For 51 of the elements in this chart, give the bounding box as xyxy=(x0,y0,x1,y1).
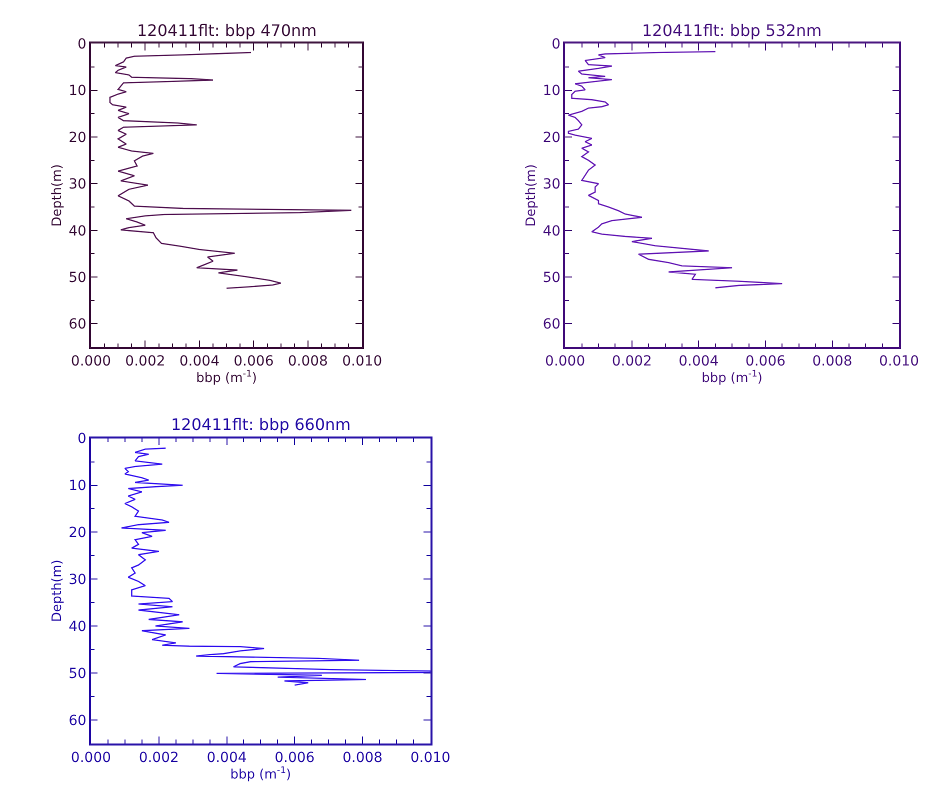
y-tick-label: 60 xyxy=(68,316,86,333)
y-tick-label: 50 xyxy=(68,666,86,682)
x-tick-label: 0.002 xyxy=(612,354,652,370)
y-axis-title: Depth(m) xyxy=(50,164,66,227)
y-tick-label: 50 xyxy=(542,270,561,286)
x-tick-label: 0.010 xyxy=(342,354,382,370)
y-tick-label: 40 xyxy=(68,223,86,240)
y-tick-label: 30 xyxy=(542,176,561,193)
x-tick-label: 0.008 xyxy=(288,354,328,370)
y-tick-label: 10 xyxy=(542,83,561,100)
y-tick-label: 0 xyxy=(78,431,86,448)
x-tick-label: 0.002 xyxy=(125,354,166,370)
y-axis-title: Depth(m) xyxy=(524,164,540,227)
chart-title: 120411flt: bbp 470nm xyxy=(137,21,317,40)
line-series xyxy=(568,50,783,288)
x-tick-label: 0.006 xyxy=(234,354,274,370)
x-axis-title: bbp (m$^{-1}$) xyxy=(702,370,762,386)
y-tick-label: 60 xyxy=(68,712,86,729)
y-tick-label: 60 xyxy=(542,316,561,333)
y-tick-label: 0 xyxy=(78,36,86,53)
chart-title: 120411flt: bbp 660nm xyxy=(171,415,351,434)
x-tick-label: 0.000 xyxy=(70,750,112,766)
line-series xyxy=(120,448,430,686)
x-tick-label: 0.010 xyxy=(879,354,920,370)
x-tick-label: 0.004 xyxy=(179,354,220,370)
y-axis-title: Depth(m) xyxy=(50,560,66,622)
y-tick-label: 50 xyxy=(68,270,86,286)
x-tick-label: 0.006 xyxy=(274,750,315,766)
y-tick-label: 10 xyxy=(68,83,86,100)
y-tick-label: 30 xyxy=(68,572,86,588)
x-tick-label: 0.000 xyxy=(70,354,112,370)
x-tick-label: 0.006 xyxy=(745,354,786,370)
x-tick-label: 0.002 xyxy=(138,750,179,766)
x-tick-label: 0.010 xyxy=(410,750,450,766)
y-tick-label: 20 xyxy=(68,525,86,542)
y-tick-label: 30 xyxy=(68,176,86,193)
y-tick-label: 40 xyxy=(68,618,86,635)
x-axis-title: bbp (m$^{-1}$) xyxy=(196,370,257,386)
x-tick-label: 0.008 xyxy=(812,354,852,370)
y-tick-label: 20 xyxy=(68,130,86,146)
x-tick-label: 0.004 xyxy=(206,750,247,766)
x-tick-label: 0.004 xyxy=(678,354,719,370)
x-tick-label: 0.000 xyxy=(545,354,586,370)
chart-title: 120411flt: bbp 532nm xyxy=(642,21,822,40)
y-tick-label: 0 xyxy=(552,36,561,53)
y-tick-label: 40 xyxy=(542,223,561,240)
x-tick-label: 0.008 xyxy=(342,750,383,766)
y-tick-label: 20 xyxy=(542,130,561,146)
line-series xyxy=(109,52,352,289)
x-axis-title: bbp (m$^{-1}$) xyxy=(230,766,292,782)
y-tick-label: 10 xyxy=(68,478,86,494)
